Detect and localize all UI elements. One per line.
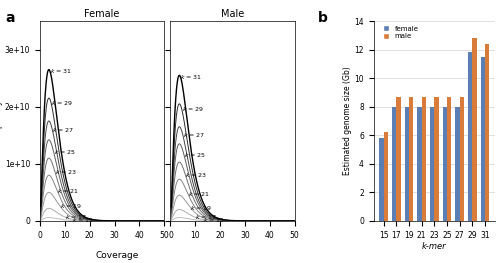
Text: Coverage: Coverage xyxy=(96,251,139,260)
Bar xyxy=(434,97,439,221)
Bar xyxy=(404,107,409,221)
Bar xyxy=(468,52,472,221)
Text: $k$ = 29: $k$ = 29 xyxy=(182,105,204,113)
Bar xyxy=(460,97,464,221)
Legend: female, male: female, male xyxy=(377,24,420,41)
Bar xyxy=(422,97,426,221)
Y-axis label: Frequency: Frequency xyxy=(0,99,2,143)
Bar xyxy=(392,107,396,221)
Bar xyxy=(384,132,388,221)
Bar xyxy=(447,97,452,221)
Text: $k$ = 21: $k$ = 21 xyxy=(58,187,80,195)
Text: $k$ = 23: $k$ = 23 xyxy=(186,171,208,179)
Text: $k$ = 27: $k$ = 27 xyxy=(183,131,205,139)
Y-axis label: Estimated genome size (Gb): Estimated genome size (Gb) xyxy=(342,67,351,175)
Text: b: b xyxy=(318,11,328,24)
Bar xyxy=(442,107,447,221)
Text: $k$ = 19: $k$ = 19 xyxy=(190,204,212,211)
Text: $k$ = 17: $k$ = 17 xyxy=(196,213,218,221)
Text: $k$ = 31: $k$ = 31 xyxy=(180,73,203,81)
Text: $k$ = 15: $k$ = 15 xyxy=(72,216,94,224)
Bar xyxy=(430,107,434,221)
Bar xyxy=(409,97,414,221)
Text: $k$ = 19: $k$ = 19 xyxy=(60,202,82,210)
Bar xyxy=(396,97,401,221)
Title: Male: Male xyxy=(221,9,244,19)
Bar xyxy=(417,107,422,221)
Title: Female: Female xyxy=(84,9,120,19)
Text: a: a xyxy=(5,11,15,24)
Bar xyxy=(379,138,384,221)
Text: $k$ = 31: $k$ = 31 xyxy=(50,67,72,75)
Bar xyxy=(456,107,460,221)
Bar xyxy=(480,57,485,221)
Text: $k$ = 25: $k$ = 25 xyxy=(54,148,76,156)
Text: $k$ = 25: $k$ = 25 xyxy=(184,151,206,159)
Text: $k$ = 17: $k$ = 17 xyxy=(65,213,87,221)
Text: $k$ = 15: $k$ = 15 xyxy=(203,216,225,224)
Text: $k$ = 27: $k$ = 27 xyxy=(52,126,74,134)
Bar xyxy=(485,44,490,221)
Text: $k$ = 29: $k$ = 29 xyxy=(51,99,74,107)
Bar xyxy=(472,38,477,221)
Text: $k$ = 21: $k$ = 21 xyxy=(188,190,210,198)
Text: $k$ = 23: $k$ = 23 xyxy=(55,168,77,176)
X-axis label: k-mer: k-mer xyxy=(422,242,446,251)
